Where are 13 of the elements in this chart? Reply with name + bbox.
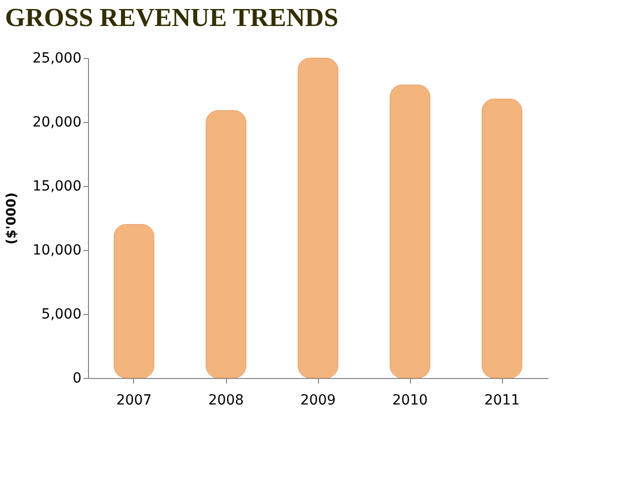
x-tick-label: 2007: [116, 392, 152, 408]
y-tick-label: 10,000: [32, 242, 82, 258]
y-tick-label: 20,000: [32, 114, 82, 130]
chart-title: GROSS REVENUE TRENDS: [5, 3, 338, 32]
y-axis-title: ($'000): [4, 192, 20, 245]
y-tick-label: 25,000: [32, 50, 82, 66]
y-tick-label: 0: [72, 370, 82, 386]
x-tick-label: 2011: [484, 392, 520, 408]
y-tick-label: 15,000: [32, 178, 82, 194]
x-tick-label: 2009: [300, 392, 336, 408]
y-tick-label: 5,000: [41, 306, 82, 322]
x-tick-label: 2010: [392, 392, 428, 408]
x-tick-label: 2008: [208, 392, 244, 408]
